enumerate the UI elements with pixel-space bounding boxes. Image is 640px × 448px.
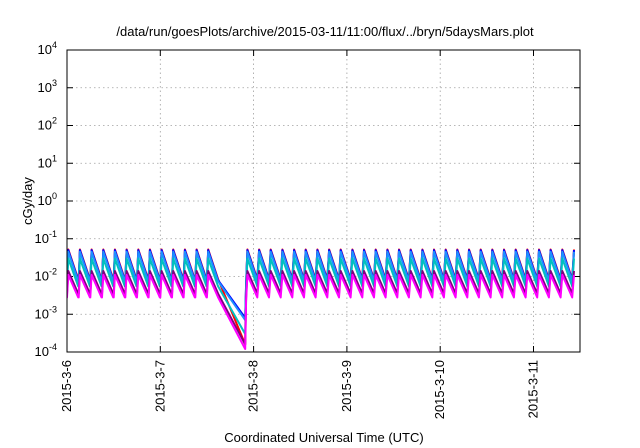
y-tick-label: 10-2	[35, 267, 57, 284]
y-tick-label: 10-1	[35, 229, 57, 246]
x-tick-label: 2015-3-9	[339, 360, 354, 412]
y-tick-label: 10-4	[35, 342, 57, 359]
y-tick-label: 102	[38, 116, 57, 133]
y-tick-label: 103	[38, 78, 57, 95]
y-tick-label: 104	[38, 40, 57, 57]
y-tick-labels: 10-4 10-3 10-2 10-1 100 101 102 103 104	[35, 40, 57, 359]
y-axis-label: cGy/day	[20, 177, 35, 225]
x-tick-label: 2015-3-8	[246, 360, 261, 412]
plot-border	[66, 49, 581, 353]
x-tick-label: 2015-3-11	[526, 360, 541, 418]
chart-title: /data/run/goesPlots/archive/2015-03-11/1…	[116, 24, 534, 39]
series-group	[67, 248, 575, 350]
y-tick-label: 100	[38, 191, 57, 208]
x-tick-labels: 2015-3-6 2015-3-7 2015-3-8 2015-3-9 2015-3-1…	[59, 360, 541, 419]
x-axis-label: Coordinated Universal Time (UTC)	[224, 430, 423, 445]
y-tick-label: 101	[38, 153, 57, 170]
grid	[66, 49, 580, 353]
series-line	[67, 273, 575, 350]
y-tick-label: 10-3	[35, 304, 57, 321]
x-tick-label: 2015-3-7	[152, 360, 167, 412]
x-tick-label: 2015-3-10	[432, 360, 447, 419]
x-tick-label: 2015-3-6	[59, 360, 74, 412]
